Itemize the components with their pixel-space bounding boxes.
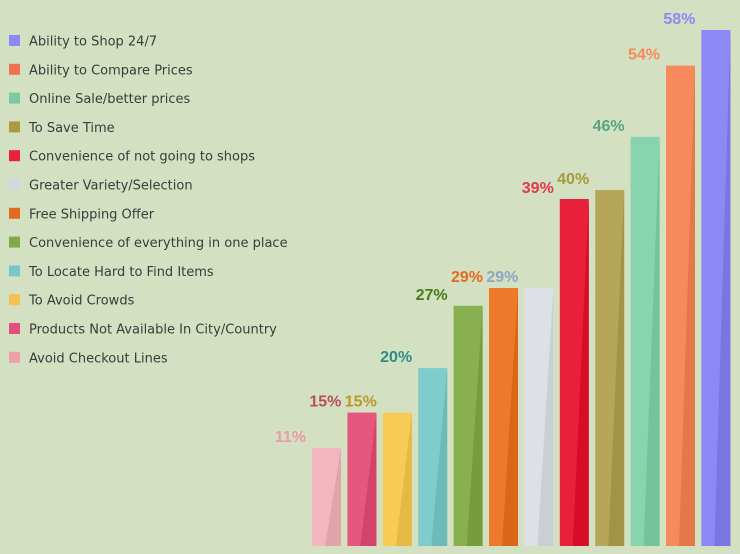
bar (312, 448, 341, 546)
legend-swatch (9, 92, 20, 104)
bar (347, 412, 377, 546)
bar-facet (502, 288, 518, 546)
legend-swatch (9, 351, 20, 363)
legend-label: Ability to Shop 24/7 (29, 35, 157, 50)
bar-value-label: 29% (486, 269, 518, 286)
bar-value-label: 20% (380, 349, 412, 366)
bar-value-label: 58% (663, 11, 695, 28)
bar-facet (537, 288, 554, 546)
bar (382, 412, 412, 546)
legend: Ability to Shop 24/7 Ability to Compare P… (9, 35, 288, 366)
bar-facet (572, 199, 589, 546)
bar-value-label: 27% (416, 287, 448, 304)
legend-swatch (9, 121, 20, 133)
legend-label: Convenience of not going to shops (29, 150, 255, 165)
legend-label: To Locate Hard to Find Items (28, 265, 214, 280)
legend-label: Avoid Checkout Lines (29, 351, 168, 366)
bar (630, 136, 660, 547)
bar (524, 288, 554, 546)
value-labels: 11%15% 15%20%27%29% 29%39%40%46%54%58% (275, 11, 696, 446)
bar-value-label: 54% (628, 47, 660, 64)
legend-label: Convenience of everything in one place (29, 236, 288, 251)
bar-facet (431, 368, 448, 546)
bar-value-label: 46% (593, 118, 625, 135)
bar-facet (608, 190, 625, 546)
legend-label: Greater Variety/Selection (29, 179, 193, 194)
bar-value-label: 15% (309, 394, 341, 411)
legend-swatch (9, 207, 20, 219)
bar-facet (679, 65, 695, 546)
bar-facet (643, 136, 660, 547)
bar-value-label: 40% (557, 171, 589, 188)
bar-value-label: 11% (275, 429, 306, 446)
bar (418, 368, 448, 546)
bar (453, 305, 483, 546)
bar-value-label: 15% (345, 394, 377, 411)
bar (489, 288, 518, 546)
legend-label: To Avoid Crowds (28, 294, 135, 309)
legend-label: Online Sale/better prices (29, 92, 191, 107)
legend-swatch (9, 323, 20, 334)
bars (312, 30, 731, 547)
bar (701, 30, 731, 546)
legend-swatch (9, 236, 20, 248)
legend-swatch (9, 63, 20, 75)
legend-swatch (9, 35, 20, 46)
legend-swatch (9, 294, 20, 306)
bar-facet (395, 412, 412, 546)
bar (559, 199, 589, 546)
bar (595, 190, 625, 546)
legend-swatch (9, 265, 20, 277)
legend-swatch (9, 179, 20, 190)
legend-label: To Save Time (28, 121, 115, 136)
legend-label: Free Shipping Offer (29, 207, 155, 222)
bar-value-label: 29% (451, 269, 483, 286)
legend-label: Ability to Compare Prices (29, 63, 193, 78)
bar (666, 65, 695, 546)
bar-facet (714, 30, 731, 546)
bar-facet (325, 448, 341, 546)
bar-value-label: 39% (522, 180, 554, 197)
bar-facet (466, 305, 483, 546)
legend-swatch (9, 150, 20, 162)
legend-label: Products Not Available In City/Country (29, 323, 277, 338)
bar-facet (360, 412, 377, 546)
